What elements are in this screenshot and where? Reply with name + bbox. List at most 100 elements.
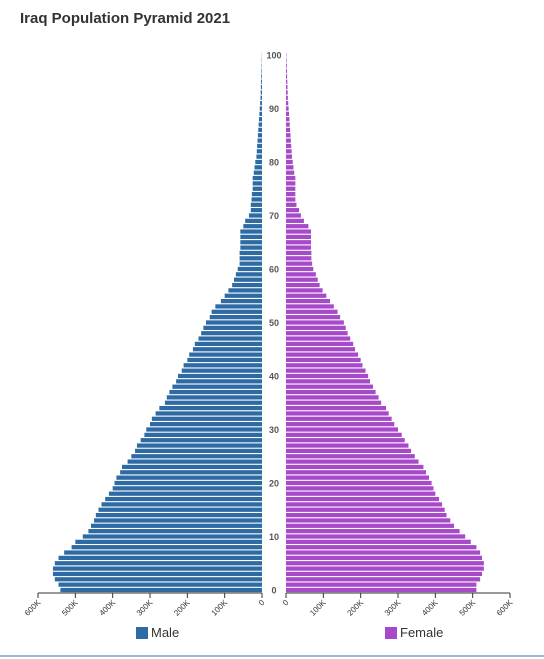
- female-bar-age-90: [286, 106, 289, 111]
- female-bar-age-67: [286, 229, 312, 234]
- female-bar-age-16: [286, 502, 443, 507]
- female-bar-age-77: [286, 175, 296, 181]
- male-bar-age-47: [198, 336, 262, 341]
- age-tick-label: 10: [269, 532, 279, 542]
- male-bar-age-87: [258, 122, 262, 127]
- male-bar-age-66: [240, 234, 262, 240]
- female-bar-age-12: [286, 523, 454, 528]
- male-bar-age-64: [240, 245, 262, 250]
- male-bar-age-45: [192, 347, 262, 352]
- male-bar-age-93: [260, 90, 262, 95]
- female-bar-age-18: [286, 491, 436, 496]
- male-bar-age-55: [224, 293, 262, 298]
- female-bar-age-29: [286, 432, 402, 437]
- female-bar-age-73: [286, 197, 296, 202]
- female-bar-age-98: [286, 63, 287, 68]
- female-bar-age-89: [286, 111, 289, 116]
- female-bar-age-56: [286, 288, 323, 293]
- female-bar-age-26: [286, 448, 412, 454]
- male-bar-age-25: [131, 454, 262, 459]
- female-bar-age-55: [286, 293, 327, 298]
- male-bar-age-85: [257, 133, 262, 138]
- female-bar-age-20: [286, 480, 432, 486]
- male-bar-age-54: [220, 298, 262, 304]
- male-bar-age-46: [194, 341, 262, 347]
- male-bar-age-95: [261, 79, 262, 84]
- male-bar-age-16: [101, 502, 262, 507]
- male-x-tick-label: 300K: [135, 598, 155, 618]
- female-x-tick-label: 600K: [495, 598, 515, 618]
- female-bar-age-3: [286, 571, 482, 577]
- female-bar-age-87: [286, 122, 290, 127]
- male-bar-age-13: [94, 518, 262, 523]
- male-x-tick-label: 0: [257, 598, 267, 608]
- female-bar-age-8: [286, 545, 477, 550]
- male-x-tick-label: 500K: [60, 598, 80, 618]
- male-bar-age-18: [108, 491, 262, 496]
- female-bar-age-75: [286, 186, 296, 191]
- female-bar-age-71: [286, 208, 300, 213]
- female-x-tick-label: 300K: [383, 598, 403, 618]
- male-bar-age-43: [187, 357, 262, 363]
- female-bar-age-80: [286, 159, 293, 165]
- female-bar-age-46: [286, 341, 354, 347]
- male-x-tick-label: 200K: [172, 598, 192, 618]
- male-bar-age-0: [60, 587, 263, 593]
- female-bar-age-60: [286, 266, 314, 272]
- male-bar-age-81: [256, 154, 262, 159]
- female-bar-age-24: [286, 459, 419, 464]
- female-bar-age-1: [286, 582, 477, 587]
- male-bar-age-80: [255, 159, 262, 165]
- female-bar-age-41: [286, 368, 366, 373]
- female-x-tick-label: 100K: [308, 598, 328, 618]
- legend-item-male[interactable]: Male: [136, 625, 179, 640]
- female-bar-age-5: [286, 561, 484, 566]
- female-x-tick-label: 500K: [458, 598, 478, 618]
- female-bar-age-92: [286, 95, 288, 100]
- female-bar-age-14: [286, 512, 447, 518]
- male-bar-age-35: [164, 400, 262, 405]
- male-bar-age-84: [257, 138, 262, 143]
- age-tick-label: 0: [271, 586, 276, 596]
- legend-label-female: Female: [400, 625, 444, 640]
- female-bar-age-82: [286, 149, 292, 154]
- female-bar-age-68: [286, 224, 309, 229]
- female-bar-age-38: [286, 384, 373, 389]
- male-bar-age-5: [54, 561, 262, 566]
- female-bar-age-72: [286, 202, 297, 207]
- male-bar-age-59: [235, 272, 262, 277]
- female-bar-age-43: [286, 357, 361, 363]
- male-bar-age-8: [71, 545, 262, 550]
- female-bar-age-64: [286, 245, 312, 250]
- female-x-tick-label: 200K: [346, 598, 366, 618]
- female-bar-age-4: [286, 566, 484, 571]
- male-bar-age-28: [140, 438, 262, 443]
- legend-item-female[interactable]: Female: [385, 625, 443, 640]
- male-bar-age-92: [260, 95, 262, 100]
- male-bar-age-60: [237, 266, 262, 272]
- female-x-tick-label: 400K: [420, 598, 440, 618]
- female-bar-age-83: [286, 143, 292, 149]
- female-bar-age-88: [286, 117, 290, 122]
- female-bar-age-78: [286, 170, 295, 175]
- female-bar-age-97: [286, 68, 287, 74]
- male-bar-age-75: [252, 186, 262, 191]
- male-bar-age-83: [257, 143, 262, 149]
- female-bar-age-54: [286, 298, 331, 304]
- female-bar-age-35: [286, 400, 382, 405]
- female-bar-age-23: [286, 464, 424, 470]
- male-swatch-icon: [136, 626, 148, 639]
- female-bar-age-86: [286, 127, 291, 133]
- male-bar-age-6: [58, 555, 263, 561]
- male-bar-age-42: [183, 363, 262, 368]
- male-bar-age-23: [122, 464, 262, 470]
- male-x-tick-label: 100K: [210, 598, 230, 618]
- female-bar-age-34: [286, 405, 387, 411]
- female-bar-age-30: [286, 427, 398, 432]
- female-bar-age-6: [286, 555, 482, 561]
- male-bar-age-82: [256, 149, 262, 154]
- male-bar-age-1: [58, 582, 263, 587]
- male-bar-age-41: [181, 368, 262, 373]
- male-bar-age-86: [258, 127, 262, 133]
- female-bar-age-48: [286, 331, 348, 336]
